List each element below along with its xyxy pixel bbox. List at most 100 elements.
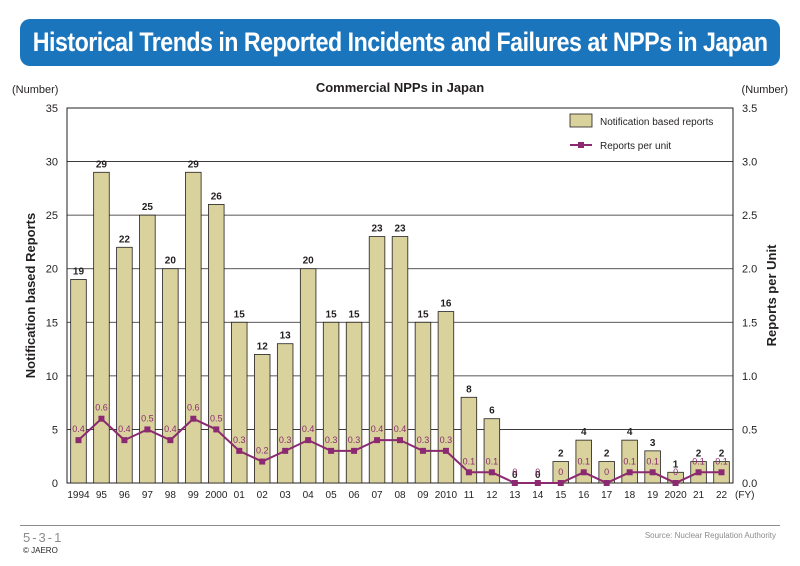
bar-value-label: 29 <box>188 159 200 170</box>
line-marker <box>695 469 702 476</box>
line-value-label: 0.4 <box>302 424 315 434</box>
x-tick-label: 08 <box>394 490 406 501</box>
bar-value-label: 15 <box>417 309 429 320</box>
line-value-label: 0.4 <box>118 424 131 434</box>
bar-value-label: 20 <box>165 256 177 267</box>
bar-value-label: 15 <box>349 309 361 320</box>
line-value-label: 0.3 <box>440 435 453 445</box>
line-marker <box>672 480 679 486</box>
x-tick-label: 04 <box>303 490 315 501</box>
x-tick-label: 03 <box>280 490 292 501</box>
line-value-label: 0.4 <box>371 424 384 434</box>
right-tick-label: 1.5 <box>742 317 757 329</box>
line-marker <box>328 447 335 454</box>
line-marker <box>374 437 381 444</box>
line-marker <box>603 480 610 486</box>
line-marker <box>534 480 541 486</box>
bar-value-label: 20 <box>303 256 315 267</box>
x-tick-label: 05 <box>326 490 338 501</box>
bar-value-label: 0 <box>535 470 541 481</box>
bar-value-label: 23 <box>371 224 383 235</box>
line-marker <box>649 469 656 476</box>
copyright: © JAERO <box>23 546 58 555</box>
line-value-label: 0.4 <box>394 424 407 434</box>
line-value-label: 0.6 <box>187 403 200 413</box>
title-banner: Historical Trends in Reported Incidents … <box>20 19 780 66</box>
line-marker <box>305 437 312 444</box>
line-marker <box>580 469 587 476</box>
bar-value-label: 8 <box>466 384 472 395</box>
bar-value-label: 12 <box>257 341 269 352</box>
bar-value-label: 22 <box>119 234 131 245</box>
bar-value-label: 1 <box>673 459 679 470</box>
bar <box>70 279 87 484</box>
x-tick-label: 18 <box>624 490 636 501</box>
bar-value-label: 4 <box>627 427 633 438</box>
line-value-label: 0 <box>558 467 563 477</box>
x-tick-label: 06 <box>349 490 361 501</box>
x-tick-label: 2020 <box>664 490 687 501</box>
right-tick-label: 3.0 <box>742 157 757 169</box>
left-tick-label: 30 <box>46 157 58 169</box>
line-value-label: 0.1 <box>486 456 499 466</box>
right-tick-label: 2.5 <box>742 210 757 222</box>
line-value-label: 0.3 <box>233 435 246 445</box>
right-tick-label: 0.5 <box>742 424 757 436</box>
bar-value-label: 2 <box>558 449 564 460</box>
legend-swatch-bar <box>569 113 593 128</box>
bar <box>460 396 478 484</box>
bar-value-label: 29 <box>96 159 108 170</box>
bar-value-label: 6 <box>489 406 495 417</box>
left-tick-label: 15 <box>46 317 58 329</box>
line-value-label: 0.4 <box>164 424 177 434</box>
line-value-label: 0.5 <box>210 413 223 423</box>
source-note: Source: Nuclear Regulation Authority <box>644 531 776 540</box>
line-marker <box>236 447 243 454</box>
legend-swatch-marker <box>578 142 584 148</box>
bar <box>299 268 317 484</box>
bar <box>437 311 455 484</box>
line-value-label: 0.2 <box>256 446 269 456</box>
bar-value-label: 4 <box>581 427 587 438</box>
legend-label-bar: Notification based reports <box>600 117 713 128</box>
left-tick-label: 5 <box>52 424 58 436</box>
left-tick-label: 10 <box>46 371 58 383</box>
right-axis-title: Reports per Unit <box>764 244 779 347</box>
x-tick-label: 14 <box>532 490 544 501</box>
bar-value-label: 2 <box>719 449 725 460</box>
line-marker <box>75 437 82 444</box>
bar <box>93 171 110 484</box>
line-marker <box>626 469 633 476</box>
bar <box>116 246 133 484</box>
x-tick-label: 95 <box>96 490 108 501</box>
footer-divider <box>20 525 780 526</box>
right-tick-label: 3.5 <box>742 103 757 115</box>
bar <box>231 321 248 484</box>
bar-value-label: 15 <box>326 309 338 320</box>
line-marker <box>98 415 105 422</box>
x-tick-label: 98 <box>165 490 177 501</box>
bar-value-label: 26 <box>211 191 223 202</box>
bar <box>414 321 432 484</box>
bar-value-label: 16 <box>440 299 452 310</box>
line-marker <box>465 469 472 476</box>
line-value-label: 0.3 <box>279 435 292 445</box>
line-marker <box>190 415 197 422</box>
x-tick-label: 01 <box>234 490 246 501</box>
bar <box>575 439 592 484</box>
line-value-label: 0 <box>512 467 517 477</box>
line-value-label: 0.3 <box>417 435 430 445</box>
line-marker <box>259 458 266 465</box>
line-marker <box>167 437 174 444</box>
line-marker <box>121 437 128 444</box>
x-tick-label: 2010 <box>435 490 458 501</box>
x-tick-label: 22 <box>716 490 728 501</box>
chart-subtitle: Commercial NPPs in Japan <box>315 80 485 95</box>
line-value-label: 0 <box>604 467 609 477</box>
x-tick-label: 97 <box>142 490 154 501</box>
x-tick-label: 15 <box>555 490 567 501</box>
x-tick-label: 96 <box>119 490 131 501</box>
line-marker <box>718 469 725 476</box>
bar <box>208 204 225 484</box>
